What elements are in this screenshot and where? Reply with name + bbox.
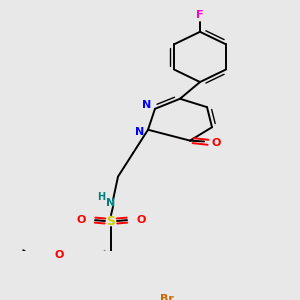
- Text: H: H: [97, 192, 105, 202]
- Text: N: N: [135, 127, 145, 137]
- Text: O: O: [136, 215, 146, 225]
- Text: S: S: [106, 215, 116, 228]
- Text: N: N: [142, 100, 152, 110]
- Text: Br: Br: [160, 294, 174, 300]
- Text: N: N: [106, 198, 116, 208]
- Text: O: O: [55, 250, 64, 260]
- Text: F: F: [196, 10, 204, 20]
- Text: O: O: [76, 215, 86, 225]
- Text: O: O: [211, 138, 221, 148]
